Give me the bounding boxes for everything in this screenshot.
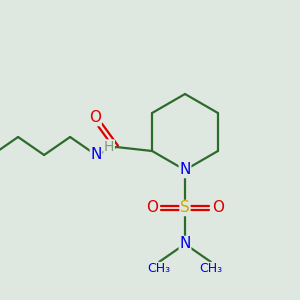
Text: N: N — [90, 148, 102, 163]
Text: O: O — [89, 110, 101, 125]
Text: S: S — [180, 200, 190, 215]
Text: O: O — [146, 200, 158, 215]
Text: CH₃: CH₃ — [200, 262, 223, 275]
Text: N: N — [179, 163, 191, 178]
Text: O: O — [212, 200, 224, 215]
Text: CH₃: CH₃ — [147, 262, 171, 275]
Text: N: N — [179, 236, 191, 251]
Text: H: H — [104, 140, 114, 154]
